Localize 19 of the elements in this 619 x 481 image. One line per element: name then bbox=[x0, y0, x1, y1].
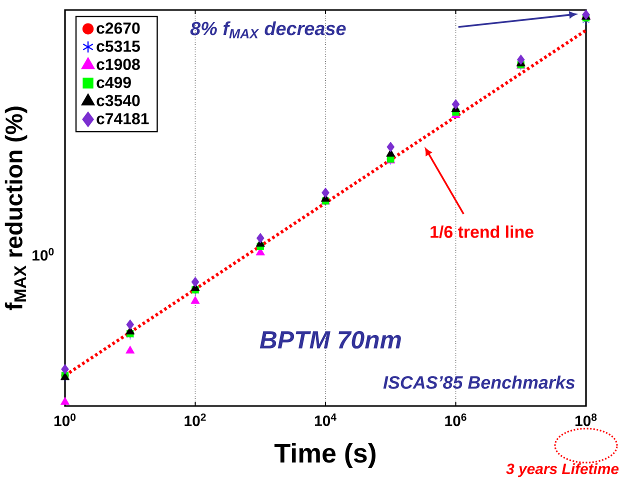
annotation: 8% f$_{MAX}$ decrease bbox=[190, 21, 346, 38]
legend-label: c2670 bbox=[96, 22, 140, 34]
annotation: BPTM 70nm bbox=[260, 331, 401, 349]
legend-label: c74181 bbox=[96, 113, 149, 124]
legend-label: c499 bbox=[96, 76, 131, 88]
x-tick-label: 10$^{6}$ bbox=[445, 414, 466, 426]
text: 10$^{0}$ bbox=[32, 248, 54, 261]
annotation: ISCAS’85 Benchmarks bbox=[383, 376, 575, 389]
y-axis-title: f$_{MAX}$ reduction (%) bbox=[4, 106, 28, 310]
x-tick-label: 10$^{4}$ bbox=[314, 414, 336, 426]
text: 3 years Lifetime bbox=[506, 463, 619, 478]
legend-label: c1908 bbox=[96, 58, 140, 70]
annotation: 1/6 trend line bbox=[430, 225, 534, 238]
x-tick-label: 10$^{0}$ bbox=[54, 414, 76, 426]
x-axis-title: Time (s) bbox=[274, 442, 376, 468]
legend-label: c5315 bbox=[96, 40, 140, 52]
x-tick-label: 10$^{8}$ bbox=[575, 414, 597, 426]
x-tick-label: 10$^{2}$ bbox=[184, 414, 206, 426]
legend-label: c3540 bbox=[96, 94, 140, 106]
